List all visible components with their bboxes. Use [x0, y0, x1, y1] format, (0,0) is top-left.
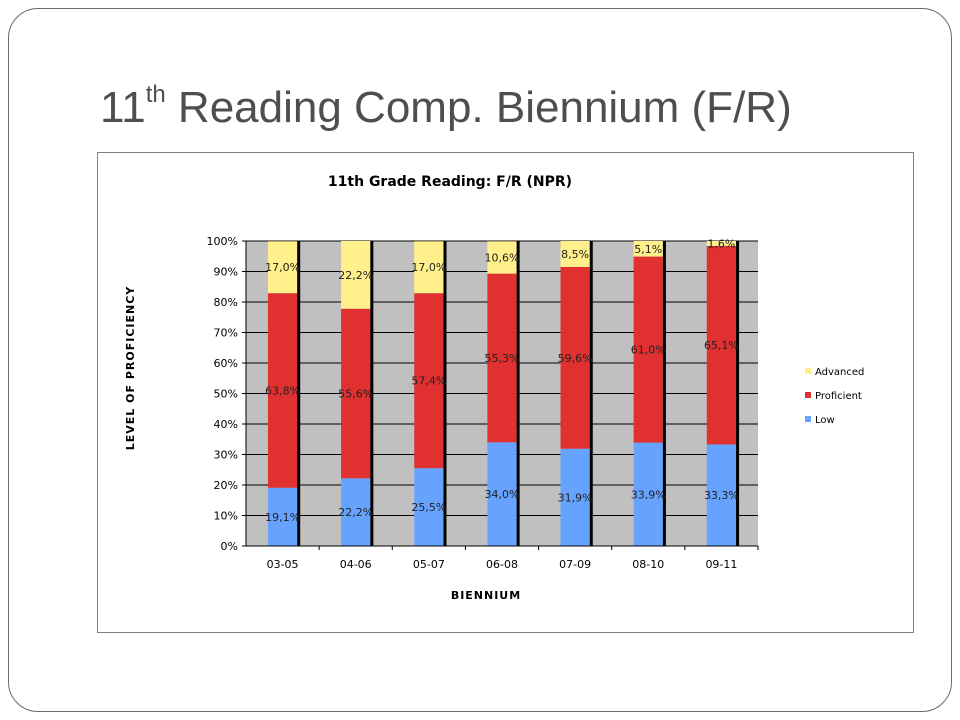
data-label: 22,2% — [338, 269, 373, 282]
data-label: 57,4% — [411, 375, 446, 388]
y-tick-label: 90% — [214, 266, 238, 279]
y-axis-title: LEVEL OF PROFICIENCY — [124, 286, 137, 451]
bar-low — [633, 442, 663, 546]
bar-advanced — [341, 241, 371, 309]
data-label: 33,3% — [704, 489, 739, 502]
y-tick-label: 80% — [214, 296, 238, 309]
data-label: 8,5% — [561, 248, 589, 261]
legend-swatch-proficient — [805, 392, 811, 398]
legend-swatch-low — [805, 416, 811, 422]
y-tick-label: 40% — [214, 418, 238, 431]
legend-label-advanced: Advanced — [815, 367, 864, 378]
data-label: 31,9% — [558, 491, 593, 504]
legend-swatch-advanced — [805, 368, 811, 374]
bar-edge — [736, 241, 740, 546]
bar-proficient — [633, 256, 663, 443]
y-tick-label: 60% — [214, 357, 238, 370]
legend-label-low: Low — [815, 415, 835, 426]
x-tick-label: 08-10 — [632, 558, 664, 571]
bars — [267, 241, 740, 546]
data-label: 34,0% — [485, 488, 520, 501]
x-tick-label: 05-07 — [413, 558, 445, 571]
bar-low — [487, 442, 517, 546]
slide-title: 11th Reading Comp. Biennium (F/R) — [100, 83, 792, 132]
bar-advanced — [633, 241, 663, 257]
data-label: 25,5% — [411, 501, 446, 514]
data-label: 63,8% — [265, 384, 300, 397]
bar-advanced — [267, 241, 298, 294]
bar-edge — [297, 241, 301, 546]
x-axis-title: BIENNIUM — [451, 589, 521, 602]
bar-proficient — [487, 273, 517, 443]
bar-advanced — [706, 241, 737, 246]
legend-label-proficient: Proficient — [815, 391, 862, 402]
bar-advanced — [560, 241, 590, 267]
x-tick-label: 04-06 — [340, 558, 372, 571]
bar-proficient — [414, 293, 444, 469]
x-tick-label: 03-05 — [267, 558, 299, 571]
y-tick-label: 10% — [214, 510, 238, 523]
data-label: 59,6% — [558, 352, 593, 365]
data-label: 10,6% — [485, 251, 520, 264]
slide-title-superscript: th — [145, 81, 166, 108]
y-tick-label: 0% — [221, 540, 238, 553]
bar-advanced — [414, 241, 444, 294]
data-label: 1,6% — [707, 237, 735, 250]
axes: 0% 10% 20% 30% 40% 50% 60% 70% 80% 90% 100% 03-05 04… — [207, 235, 759, 571]
bar-low — [414, 468, 444, 546]
slide-title-rest: Reading Comp. Biennium (F/R) — [165, 83, 792, 132]
y-tick-label: 20% — [214, 479, 238, 492]
bar-edge — [589, 241, 593, 546]
y-tick-label: 30% — [214, 449, 238, 462]
chart-title: 11th Grade Reading: F/R (NPR) — [328, 174, 572, 190]
slide-title-main: 11 — [100, 83, 146, 132]
data-label: 5,1% — [634, 243, 662, 256]
bar-proficient — [267, 293, 298, 488]
data-label: 17,0% — [411, 261, 446, 274]
bar-edge — [662, 241, 666, 546]
bar-edge — [516, 241, 520, 546]
x-tick-label: 06-08 — [486, 558, 518, 571]
bar-low — [560, 448, 590, 546]
legend: Advanced Proficient Low — [805, 367, 864, 426]
bar-low — [706, 444, 737, 546]
bar-proficient — [706, 245, 737, 445]
data-label: 19,1% — [265, 511, 300, 524]
data-label: 65,1% — [704, 339, 739, 352]
bar-edge — [370, 241, 374, 546]
bar-proficient — [560, 266, 590, 449]
x-tick-label: 07-09 — [559, 558, 591, 571]
data-labels: 19,1% 63,8% 17,0% 22,2% 55,6% 22,2% 25,5% 57,4%… — [265, 237, 739, 523]
bar-edge — [443, 241, 447, 546]
y-tick-label: 70% — [214, 327, 238, 340]
bar-proficient — [341, 308, 371, 479]
bar-advanced — [487, 241, 517, 274]
data-label: 17,0% — [265, 261, 300, 274]
data-label: 61,0% — [631, 344, 666, 357]
bar-low — [341, 478, 371, 546]
y-tick-label: 50% — [214, 388, 238, 401]
data-label: 55,3% — [485, 352, 520, 365]
x-tick-label: 09-11 — [705, 558, 737, 571]
data-label: 33,9% — [631, 488, 666, 501]
stacked-bar-chart: 11th Grade Reading: F/R (NPR) 19,1% 63,8%… — [124, 174, 864, 602]
bar-low — [267, 487, 298, 546]
y-tick-label: 100% — [207, 235, 238, 248]
chart-container: 11th Grade Reading: F/R (NPR) 19,1% 63,8%… — [97, 152, 914, 633]
data-label: 55,6% — [338, 388, 373, 401]
data-label: 22,2% — [338, 506, 373, 519]
